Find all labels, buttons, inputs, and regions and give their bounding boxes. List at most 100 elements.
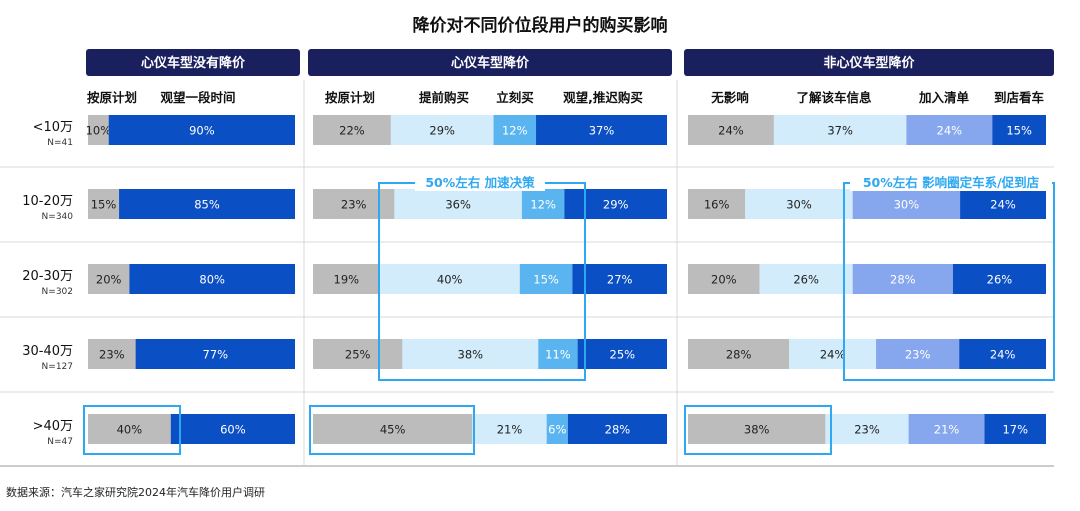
data-label: 12% (530, 198, 556, 212)
panel-header (308, 49, 672, 76)
bar-segment (536, 115, 667, 145)
bar-segment (88, 264, 130, 294)
annotation-label: 50%左右 影响圈定车系/促到店 (863, 175, 1040, 190)
data-label: 30% (786, 198, 812, 212)
data-label: 24% (718, 124, 744, 138)
data-label: 77% (203, 348, 229, 362)
data-label: 16% (704, 198, 730, 212)
bar-segment (960, 189, 1046, 219)
bar-segment (789, 339, 877, 369)
data-label: 25% (345, 348, 371, 362)
bar-segment (959, 339, 1046, 369)
bar-segment (493, 115, 537, 145)
chart-title: 降价对不同价位段用户的购买影响 (413, 15, 668, 36)
bar-segment (572, 264, 667, 294)
bar-segment (170, 414, 295, 444)
data-label: 29% (429, 124, 455, 138)
bar-segment (108, 115, 295, 145)
data-label: 20% (711, 273, 737, 287)
category-label: 30-40万 (22, 344, 73, 359)
data-label: 24% (820, 348, 846, 362)
data-label: 40% (117, 423, 143, 437)
data-label: 23% (854, 423, 880, 437)
bar-segment (876, 339, 960, 369)
category-n-label: N=302 (42, 287, 73, 297)
panel-header (86, 49, 300, 76)
bar-segment (546, 414, 568, 444)
bar-segment (688, 339, 790, 369)
data-label: 28% (726, 348, 752, 362)
legend-label: 立刻买 (496, 90, 534, 105)
bar-segment (313, 414, 473, 444)
bar-segment (688, 189, 746, 219)
category-n-label: N=47 (47, 437, 73, 447)
data-label: 40% (437, 273, 463, 287)
bar-segment (825, 414, 909, 444)
bar-segment (952, 264, 1046, 294)
legend-label: 提前购买 (419, 90, 469, 105)
annotation-bg (415, 173, 545, 191)
bar-segment (313, 264, 380, 294)
data-label: 10% (86, 124, 112, 138)
bar-segment (313, 189, 395, 219)
highlight-box (83, 405, 181, 455)
data-label: 90% (189, 124, 215, 138)
bar-segment (390, 115, 494, 145)
bar-segment (472, 414, 547, 444)
category-label: <10万 (33, 120, 73, 135)
bar-segment (135, 339, 295, 369)
data-label: 15% (91, 198, 117, 212)
data-label: 29% (603, 198, 629, 212)
category-n-label: N=127 (42, 362, 73, 372)
bar-segment (379, 264, 520, 294)
data-label: 36% (445, 198, 471, 212)
legend-label: 按原计划 (87, 90, 137, 105)
legend-label: 无影响 (710, 90, 749, 105)
data-label: 21% (934, 423, 960, 437)
bar-segment (313, 115, 391, 145)
data-label: 37% (589, 124, 615, 138)
bar-segment (119, 189, 295, 219)
data-label: 37% (827, 124, 853, 138)
bar-segment (394, 189, 522, 219)
bar-segment (773, 115, 907, 145)
data-label: 60% (220, 423, 246, 437)
bar-segment (906, 115, 993, 145)
bar-segment (519, 264, 573, 294)
bar-segment (88, 414, 171, 444)
data-label: 24% (937, 124, 963, 138)
data-label: 24% (990, 348, 1016, 362)
data-label: 12% (502, 124, 528, 138)
data-label: 26% (793, 273, 819, 287)
bar-segment (88, 189, 120, 219)
legend-label: 观望,推迟购买 (563, 90, 643, 105)
bar-segment (908, 414, 985, 444)
data-label: 30% (894, 198, 920, 212)
data-label: 25% (610, 348, 636, 362)
bar-segment (402, 339, 539, 369)
data-label: 15% (1006, 124, 1032, 138)
bar-segment (564, 189, 667, 219)
data-label: 15% (533, 273, 559, 287)
bar-segment (538, 339, 578, 369)
bar-segment (688, 264, 760, 294)
bar-segment (852, 189, 961, 219)
data-label: 28% (890, 273, 916, 287)
panel-header-label: 非心仪车型降价 (823, 55, 915, 71)
data-label: 23% (341, 198, 367, 212)
bar-segment (521, 189, 565, 219)
bar-segment (852, 264, 953, 294)
panel-header-label: 心仪车型降价 (451, 55, 530, 71)
data-label: 23% (905, 348, 931, 362)
data-label: 45% (380, 423, 406, 437)
bar-segment (984, 414, 1046, 444)
bar-segment (759, 264, 853, 294)
legend-label: 了解该车信息 (796, 90, 872, 105)
legend-label: 加入清单 (918, 90, 970, 105)
data-label: 17% (1002, 423, 1028, 437)
data-label: 26% (987, 273, 1013, 287)
category-label: 10-20万 (22, 194, 73, 209)
highlight-box (309, 405, 475, 455)
data-label: 24% (990, 198, 1016, 212)
data-label: 11% (545, 348, 571, 362)
